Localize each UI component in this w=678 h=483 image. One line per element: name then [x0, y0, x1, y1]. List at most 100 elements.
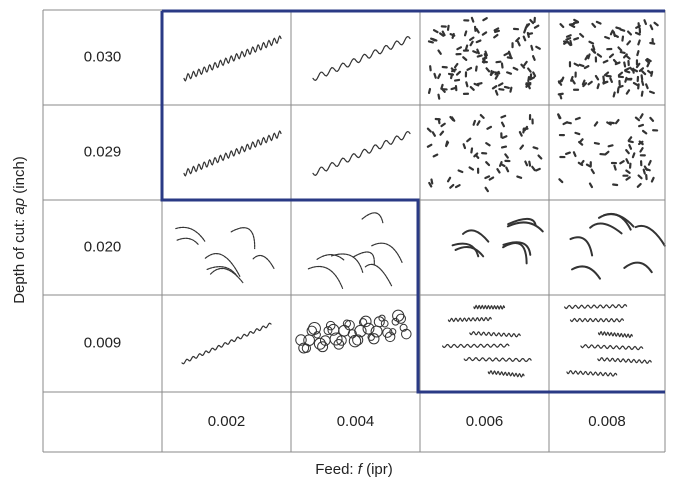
chip	[500, 114, 507, 119]
chip	[395, 313, 406, 324]
chip	[497, 82, 504, 87]
chip	[615, 26, 622, 30]
chip	[609, 77, 613, 84]
chip	[437, 93, 441, 100]
row-label: 0.009	[84, 334, 122, 351]
chip	[604, 150, 610, 156]
chip	[506, 56, 513, 60]
chip	[534, 167, 541, 172]
chip	[466, 66, 473, 71]
chip	[604, 35, 611, 40]
chip	[627, 140, 634, 144]
chip	[496, 168, 501, 174]
chip	[502, 241, 532, 256]
chip	[457, 169, 464, 174]
chip	[450, 86, 457, 91]
chip	[466, 137, 472, 143]
chip	[603, 71, 610, 77]
chip	[502, 242, 528, 265]
chip	[493, 27, 500, 32]
chip	[574, 131, 581, 136]
chip	[636, 50, 640, 57]
chip	[569, 39, 573, 46]
chip	[634, 116, 641, 122]
label-part: Feed:	[315, 461, 358, 478]
chip	[506, 221, 544, 233]
chip	[643, 165, 649, 172]
chip	[532, 71, 537, 78]
chip	[560, 76, 565, 83]
chip	[323, 326, 333, 336]
chip	[469, 40, 474, 47]
chip	[463, 30, 468, 37]
chip	[564, 303, 628, 310]
chip	[465, 81, 469, 88]
chip	[617, 46, 623, 52]
chip	[503, 85, 510, 89]
chip	[625, 89, 631, 95]
chip	[252, 254, 275, 269]
chip	[509, 86, 513, 93]
chip	[483, 53, 488, 59]
chip	[437, 73, 442, 80]
chip	[476, 54, 483, 58]
chip	[500, 121, 506, 128]
chip	[485, 142, 491, 147]
chip	[451, 32, 455, 39]
chip	[650, 70, 654, 77]
chip	[523, 60, 528, 67]
chip	[503, 52, 510, 57]
chip	[368, 333, 380, 345]
chip	[562, 121, 569, 126]
chip	[181, 322, 272, 365]
chip	[298, 342, 310, 354]
chip	[528, 160, 532, 167]
chip	[426, 127, 432, 133]
chip	[594, 74, 600, 81]
chip	[488, 176, 495, 181]
chip	[637, 39, 641, 46]
chip	[462, 229, 490, 243]
chip	[301, 343, 312, 353]
chip	[484, 175, 491, 180]
chip	[570, 265, 602, 280]
chip	[636, 182, 642, 188]
chip	[526, 31, 530, 38]
chip	[626, 40, 632, 46]
table-grid	[42, 9, 666, 453]
chip	[606, 121, 612, 126]
chip	[484, 186, 489, 193]
chip	[639, 147, 644, 153]
chip	[453, 78, 461, 82]
chip	[494, 71, 501, 75]
chip	[447, 316, 492, 323]
chip	[632, 68, 639, 73]
chip	[634, 31, 641, 36]
chip	[638, 67, 645, 72]
chip	[476, 48, 480, 55]
chip	[571, 78, 576, 85]
chip	[450, 116, 456, 122]
chip	[647, 159, 652, 166]
chip	[433, 72, 437, 79]
chip	[612, 183, 619, 187]
chip	[371, 242, 403, 263]
chip	[530, 44, 534, 51]
chip	[399, 323, 408, 332]
chip	[507, 217, 537, 226]
chip	[474, 153, 480, 159]
chip	[352, 251, 375, 266]
chip	[426, 143, 433, 148]
chip	[352, 334, 364, 346]
chip	[588, 40, 595, 45]
chip	[625, 149, 630, 155]
chip	[440, 122, 446, 128]
chip	[612, 31, 616, 38]
chip	[506, 71, 513, 75]
label-part: (inch)	[11, 156, 28, 198]
chip	[331, 253, 364, 273]
chip	[583, 64, 590, 70]
chip	[469, 330, 521, 338]
chip	[626, 30, 633, 36]
chip	[619, 50, 626, 54]
